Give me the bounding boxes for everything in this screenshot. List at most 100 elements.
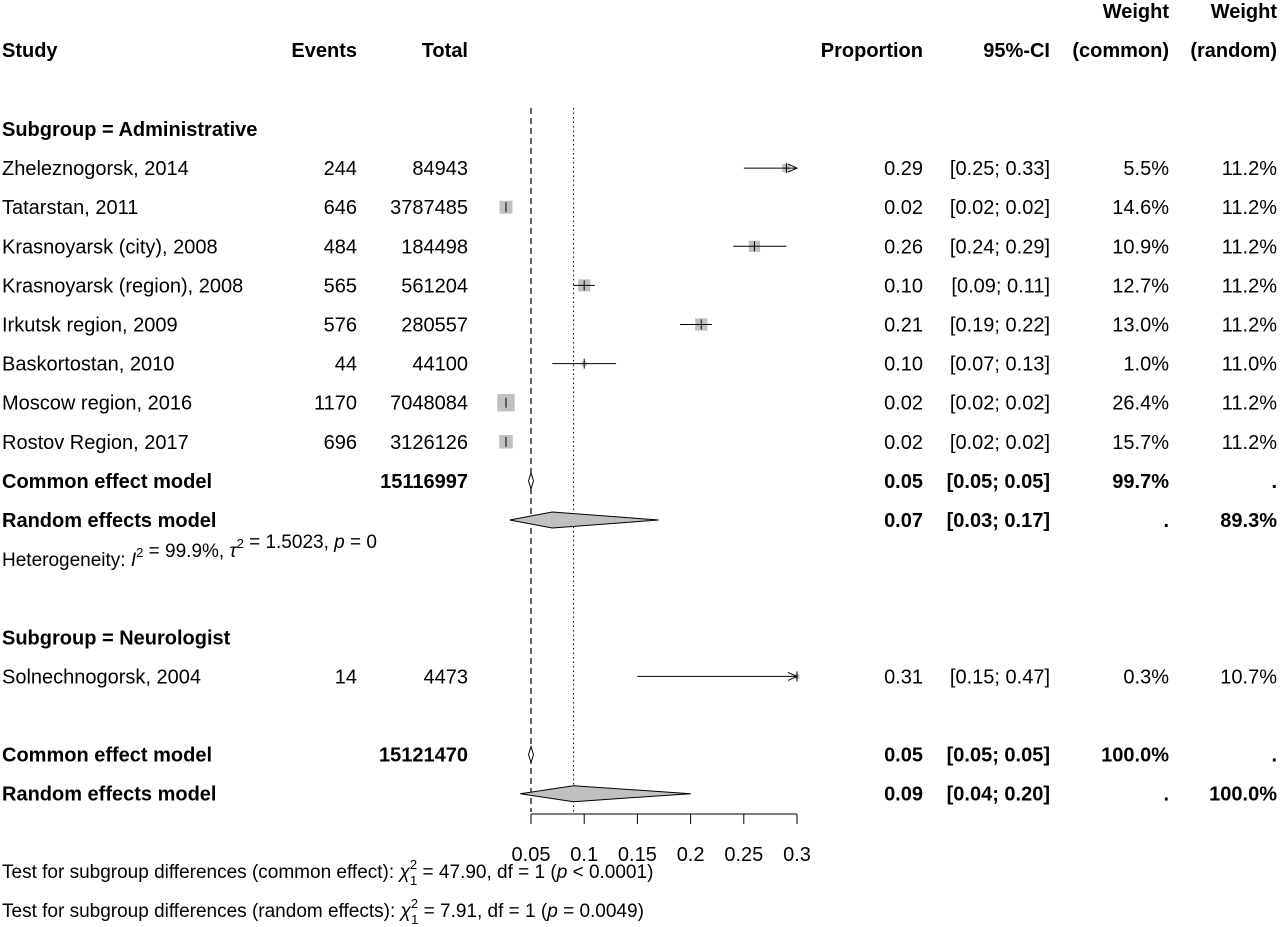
study-row-ci: [0.24; 0.29]	[950, 236, 1050, 258]
study-row-proportion: 0.31	[884, 666, 923, 688]
study-row-weight-random: 11.0%	[1222, 354, 1277, 376]
overall-common-row-proportion: 0.05	[884, 745, 923, 767]
header-ci: 95%-CI	[983, 40, 1050, 62]
subgroup-common-row-ci: [0.05; 0.05]	[947, 471, 1050, 493]
study-row-events: 484	[324, 236, 357, 258]
tick-label: 0.3	[783, 844, 811, 866]
subgroup-label: Subgroup = Administrative	[2, 119, 257, 141]
header-proportion: Proportion	[821, 40, 923, 62]
subgroup-test-label: Test for subgroup differences (random ef…	[2, 896, 644, 927]
overall-common-row-weight-random: .	[1271, 745, 1277, 767]
subgroup-random-row-weight-random: 89.3%	[1220, 510, 1277, 532]
study-row-ci: [0.15; 0.47]	[950, 666, 1050, 688]
study-row-weight-common: 5.5%	[1123, 158, 1169, 180]
summary-diamond	[527, 471, 535, 491]
study-row-label: Krasnoyarsk (region), 2008	[2, 275, 243, 297]
subgroup-random-row-proportion: 0.07	[884, 510, 923, 532]
overall-common-row-total: 15121470	[379, 745, 468, 767]
subgroup-random-row-ci: [0.03; 0.17]	[947, 510, 1050, 532]
study-row-proportion: 0.26	[884, 236, 923, 258]
subgroup-common-row-weight-common: 99.7%	[1112, 471, 1169, 493]
overall-random-row-label: Random effects model	[2, 784, 216, 806]
study-row-total: 3787485	[390, 197, 468, 219]
study-row-proportion: 0.02	[884, 432, 923, 454]
study-marker	[637, 671, 800, 682]
study-marker	[499, 200, 513, 214]
reference-lines	[530, 108, 575, 812]
overall-random-row-weight-common: .	[1163, 784, 1169, 806]
study-row-weight-common: 0.3%	[1123, 666, 1169, 688]
study-row-events: 565	[324, 275, 357, 297]
study-row-proportion: 0.21	[884, 315, 923, 337]
study-row-weight-random: 11.2%	[1222, 197, 1277, 219]
summary-diamond	[509, 511, 659, 529]
study-row-total: 561204	[401, 275, 468, 297]
study-row-proportion: 0.02	[884, 197, 923, 219]
study-row-events: 244	[324, 158, 357, 180]
study-marker	[743, 163, 799, 174]
study-row-weight-random: 11.2%	[1222, 393, 1277, 415]
study-marker	[497, 393, 515, 412]
study-row-events: 1170	[314, 393, 357, 415]
study-row-events: 14	[335, 666, 357, 688]
study-row-weight-common: 13.0%	[1112, 315, 1169, 337]
study-row-label: Krasnoyarsk (city), 2008	[2, 236, 218, 258]
study-marker	[573, 279, 595, 292]
study-row-weight-random: 10.7%	[1220, 666, 1277, 688]
study-marker	[499, 435, 513, 449]
summary-diamond	[520, 785, 691, 803]
study-row-weight-random: 11.2%	[1222, 315, 1277, 337]
study-row-total: 44100	[412, 354, 468, 376]
study-row-weight-random: 11.2%	[1222, 432, 1277, 454]
overall-common-row-ci: [0.05; 0.05]	[947, 745, 1050, 767]
study-row-weight-random: 11.2%	[1222, 158, 1277, 180]
study-marker	[679, 318, 712, 331]
tick-label: 0.05	[512, 844, 551, 866]
study-row-total: 7048084	[390, 393, 468, 415]
study-row-total: 4473	[424, 666, 469, 688]
study-row-label: Irkutsk region, 2009	[2, 315, 178, 337]
header-study: Study	[2, 40, 58, 62]
ci-arrow	[787, 163, 799, 173]
study-row-events: 696	[324, 432, 357, 454]
subgroup-common-row-weight-random: .	[1271, 471, 1277, 493]
study-row-ci: [0.02; 0.02]	[950, 197, 1050, 219]
study-row-ci: [0.07; 0.13]	[950, 354, 1050, 376]
overall-random-row-weight-random: 100.0%	[1209, 784, 1277, 806]
study-row-weight-common: 15.7%	[1112, 432, 1169, 454]
study-row-total: 184498	[401, 236, 468, 258]
heterogeneity-label: Heterogeneity: I2 = 99.9%, τ2 = 1.5023, …	[2, 532, 377, 571]
tick-label: 0.15	[618, 844, 657, 866]
study-row-weight-common: 14.6%	[1112, 197, 1169, 219]
header-weight-common-line1: Weight	[1103, 1, 1170, 23]
overall-random-row-proportion: 0.09	[884, 784, 923, 806]
subgroup-tests: Test for subgroup differences (common ef…	[2, 857, 653, 927]
study-row-weight-common: 12.7%	[1112, 275, 1169, 297]
study-row-ci: [0.02; 0.02]	[950, 393, 1050, 415]
study-row-proportion: 0.29	[884, 158, 923, 180]
study-row-label: Rostov Region, 2017	[2, 432, 189, 454]
forest-rows: Subgroup = Administrative Zheleznogorsk, …	[2, 119, 1277, 806]
study-row-ci: [0.19; 0.22]	[950, 315, 1050, 337]
study-row-label: Moscow region, 2016	[2, 393, 192, 415]
study-row-weight-common: 1.0%	[1123, 354, 1169, 376]
subgroup-random-row-label: Random effects model	[2, 510, 216, 532]
subgroup-common-row-proportion: 0.05	[884, 471, 923, 493]
overall-common-row-weight-common: 100.0%	[1101, 745, 1169, 767]
study-row-label: Zheleznogorsk, 2014	[2, 158, 189, 180]
overall-random-row-ci: [0.04; 0.20]	[947, 784, 1050, 806]
study-row-weight-common: 10.9%	[1112, 236, 1169, 258]
study-row-label: Tatarstan, 2011	[2, 197, 138, 219]
subgroup-test-label: Test for subgroup differences (common ef…	[2, 857, 653, 888]
subgroup-label: Subgroup = Neurologist	[2, 627, 231, 649]
header-weight-random-line1: Weight	[1211, 1, 1278, 23]
study-row-events: 44	[335, 354, 357, 376]
study-row-proportion: 0.10	[884, 275, 923, 297]
study-row-weight-random: 11.2%	[1222, 275, 1277, 297]
study-row-label: Solnechnogorsk, 2004	[2, 666, 201, 688]
overall-common-row-label: Common effect model	[2, 745, 212, 767]
subgroup-common-row-label: Common effect model	[2, 471, 212, 493]
study-row-ci: [0.25; 0.33]	[950, 158, 1050, 180]
study-row-total: 84943	[412, 158, 468, 180]
